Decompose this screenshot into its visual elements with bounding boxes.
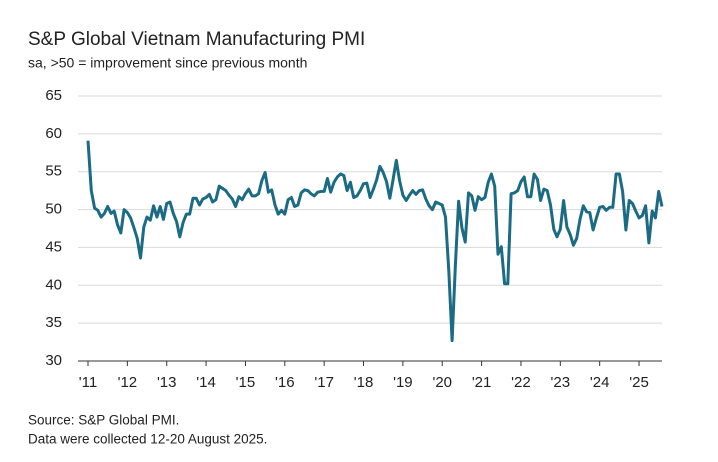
x-tick-label: '15 xyxy=(236,374,256,391)
x-tick-label: '14 xyxy=(196,374,216,391)
y-tick-label: 50 xyxy=(45,201,62,218)
y-tick-label: 55 xyxy=(45,163,62,180)
y-tick-label: 65 xyxy=(45,87,62,104)
x-tick-label: '13 xyxy=(157,374,177,391)
data-line xyxy=(86,140,664,343)
note: Data were collected 12-20 August 2025. xyxy=(28,432,267,447)
x-tick-label: '16 xyxy=(275,374,295,391)
y-tick-label: 40 xyxy=(45,276,62,293)
x-tick-label: '17 xyxy=(314,374,334,391)
x-tick-label: '23 xyxy=(551,374,571,391)
x-tick-label: '19 xyxy=(393,374,413,391)
x-tick-label: '21 xyxy=(472,374,492,391)
x-tick-label: '22 xyxy=(511,374,531,391)
chart-subtitle: sa, >50 = improvement since previous mon… xyxy=(28,55,307,71)
y-tick-label: 45 xyxy=(45,238,62,255)
x-tick-label: '12 xyxy=(118,374,138,391)
x-tick-label: '20 xyxy=(432,374,452,391)
x-tick-label: '24 xyxy=(590,374,610,391)
x-tick-label: '18 xyxy=(354,374,374,391)
x-tick-label: '11 xyxy=(79,374,97,391)
y-tick-label: 60 xyxy=(45,125,62,142)
y-tick-label: 30 xyxy=(45,352,62,369)
x-tick-label: '25 xyxy=(629,374,649,391)
chart-title: S&P Global Vietnam Manufacturing PMI xyxy=(28,29,365,50)
source: Source: S&P Global PMI. xyxy=(28,413,179,428)
y-tick-label: 35 xyxy=(45,314,62,331)
